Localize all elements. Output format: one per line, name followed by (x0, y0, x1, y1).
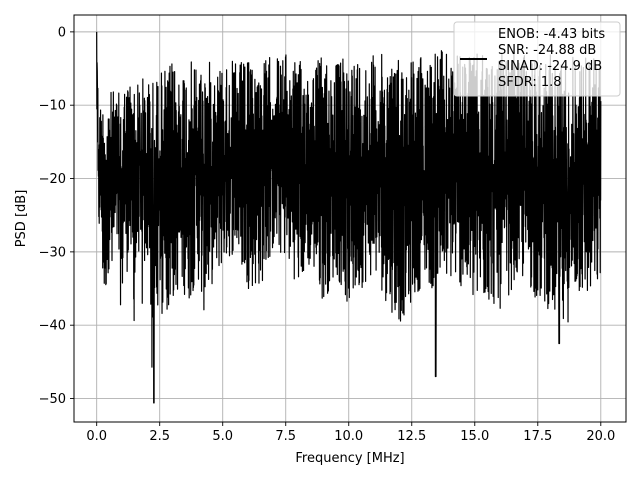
y-tick-label: −10 (39, 99, 66, 114)
x-tick-label: 17.5 (523, 429, 552, 444)
y-axis-label: PSD [dB] (14, 190, 29, 248)
y-tick-label: 0 (58, 25, 66, 40)
x-axis: 0.0 2.5 5.0 7.5 10.0 12.5 15.0 17.5 20.0 (86, 422, 615, 444)
x-tick-label: 2.5 (149, 429, 170, 444)
legend-entry-line: SNR: -24.88 dB (498, 43, 596, 58)
legend-entry-line: ENOB: -4.43 bits (498, 27, 605, 42)
x-axis-label: Frequency [MHz] (295, 451, 404, 466)
y-tick-label: −50 (39, 392, 66, 407)
legend-entry-line: SINAD: -24.9 dB (498, 59, 602, 74)
axes-frame (73, 14, 627, 423)
x-tick-label: 0.0 (86, 429, 107, 444)
legend-entry-line: SFDR: 1.8 (498, 75, 562, 90)
y-axis: 0 −10 −20 −30 −40 −50 (39, 25, 74, 407)
y-tick-label: −30 (39, 245, 66, 260)
x-tick-label: 7.5 (275, 429, 296, 444)
psd-series-line (96, 31, 602, 404)
x-tick-label: 20.0 (586, 429, 615, 444)
legend-box (453, 21, 621, 97)
y-tick-label: −20 (39, 172, 66, 187)
y-tick-label: −40 (39, 319, 66, 334)
x-tick-label: 10.0 (334, 429, 363, 444)
psd-trace (96, 31, 602, 404)
x-tick-label: 12.5 (397, 429, 426, 444)
x-tick-label: 15.0 (460, 429, 489, 444)
x-tick-label: 5.0 (212, 429, 233, 444)
